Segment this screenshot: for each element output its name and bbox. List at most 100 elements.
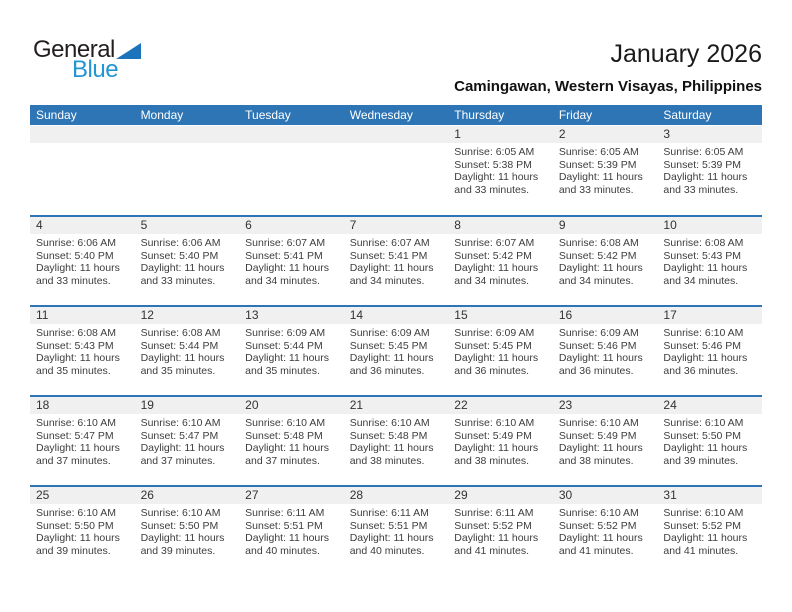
detail-line: Daylight: 11 hours	[558, 352, 643, 365]
day-number: 25	[36, 488, 50, 502]
detail-line: Sunrise: 6:09 AM	[454, 327, 535, 339]
day-cell: Sunrise: 6:10 AM Sunset: 5:49 PM Daylight:…	[553, 417, 658, 468]
day-cell: Sunrise: 6:09 AM Sunset: 5:46 PM Daylight:…	[553, 327, 658, 378]
detail-line: Sunset: 5:43 PM	[36, 339, 114, 352]
detail-line: Sunrise: 6:07 AM	[245, 237, 326, 249]
day-details-row: Sunrise: 6:06 AM Sunset: 5:40 PM Daylight:…	[30, 234, 762, 288]
detail-line: Daylight: 11 hours	[663, 442, 748, 455]
detail-line: Daylight: 11 hours	[454, 352, 539, 365]
detail-line: Daylight: 11 hours	[245, 262, 329, 275]
detail-line: Sunset: 5:39 PM	[663, 158, 742, 171]
day-number: 1	[454, 127, 461, 141]
day-number: 5	[140, 218, 148, 232]
day-cell: Sunrise: 6:05 AM Sunset: 5:39 PM Daylight:…	[657, 146, 762, 197]
weekday-header: Saturday	[663, 108, 712, 122]
detail-line: Daylight: 11 hours	[454, 171, 539, 184]
detail-line: Sunset: 5:49 PM	[454, 429, 532, 442]
detail-line: Sunset: 5:39 PM	[558, 158, 637, 171]
detail-line: and 36 minutes.	[454, 365, 529, 378]
detail-line: and 39 minutes.	[663, 455, 739, 468]
day-details-row: Sunrise: 6:05 AM Sunset: 5:38 PM Daylight:…	[30, 143, 762, 197]
detail-line: and 34 minutes.	[349, 275, 425, 288]
detail-line: Daylight: 11 hours	[454, 532, 539, 545]
page-subtitle: Camingawan, Western Visayas, Philippines	[454, 78, 762, 95]
day-cell: Sunrise: 6:08 AM Sunset: 5:43 PM Daylight:…	[30, 327, 135, 378]
day-number: 12	[140, 308, 154, 322]
detail-line: Sunrise: 6:10 AM	[663, 417, 744, 429]
detail-line: Sunrise: 6:10 AM	[140, 417, 221, 429]
detail-line: Sunset: 5:45 PM	[349, 339, 428, 352]
day-cell: Sunrise: 6:08 AM Sunset: 5:43 PM Daylight:…	[657, 237, 762, 288]
detail-line: Sunrise: 6:08 AM	[140, 327, 221, 339]
detail-line: Sunset: 5:40 PM	[36, 249, 114, 262]
detail-line: and 34 minutes.	[663, 275, 739, 288]
day-details-row: Sunrise: 6:10 AM Sunset: 5:50 PM Daylight:…	[30, 504, 762, 558]
detail-line: and 38 minutes.	[454, 455, 529, 468]
detail-line: Sunset: 5:41 PM	[349, 249, 428, 262]
general-blue-logo: General Blue	[33, 38, 141, 82]
detail-line: and 41 minutes.	[454, 545, 529, 558]
detail-line: Sunset: 5:46 PM	[558, 339, 637, 352]
detail-line: and 36 minutes.	[349, 365, 425, 378]
day-cell: Sunrise: 6:10 AM Sunset: 5:49 PM Daylight:…	[448, 417, 553, 468]
detail-line: Daylight: 11 hours	[663, 262, 748, 275]
day-number: 20	[245, 398, 259, 412]
detail-line: Sunrise: 6:10 AM	[454, 417, 535, 429]
week-row: 11 12 13 14 15 16 17 Sunrise: 6:08 AM Sunset: 5:…	[30, 305, 762, 395]
detail-line: and 37 minutes.	[245, 455, 320, 468]
day-cell: Sunrise: 6:09 AM Sunset: 5:45 PM Daylight:…	[448, 327, 553, 378]
detail-line: Sunset: 5:38 PM	[454, 158, 532, 171]
detail-line: Daylight: 11 hours	[245, 352, 329, 365]
day-cell: Sunrise: 6:08 AM Sunset: 5:42 PM Daylight:…	[553, 237, 658, 288]
detail-line: Sunrise: 6:11 AM	[349, 507, 429, 519]
detail-line: Sunrise: 6:11 AM	[454, 507, 534, 519]
detail-line: and 39 minutes.	[140, 545, 216, 558]
detail-line: Daylight: 11 hours	[140, 442, 225, 455]
calendar-grid: Sunday Monday Tuesday Wednesday Thursday Frid…	[30, 105, 762, 575]
detail-line: Sunrise: 6:10 AM	[140, 507, 221, 519]
day-cell: Sunrise: 6:10 AM Sunset: 5:50 PM Daylight:…	[135, 507, 240, 558]
detail-line: Daylight: 11 hours	[663, 532, 748, 545]
detail-line: Daylight: 11 hours	[558, 262, 643, 275]
detail-line: Daylight: 11 hours	[558, 171, 643, 184]
detail-line: Sunset: 5:44 PM	[245, 339, 323, 352]
detail-line: and 39 minutes.	[36, 545, 111, 558]
detail-line: and 37 minutes.	[140, 455, 216, 468]
day-cell: Sunrise: 6:06 AM Sunset: 5:40 PM Daylight:…	[30, 237, 135, 288]
detail-line: Sunrise: 6:10 AM	[36, 417, 116, 429]
detail-line: and 34 minutes.	[245, 275, 320, 288]
detail-line: and 38 minutes.	[558, 455, 634, 468]
detail-line: Sunrise: 6:10 AM	[558, 507, 639, 519]
weekday-header: Friday	[558, 108, 593, 122]
detail-line: Daylight: 11 hours	[140, 532, 225, 545]
day-number: 23	[558, 398, 573, 412]
day-number: 17	[663, 308, 677, 322]
detail-line: Sunrise: 6:05 AM	[663, 146, 744, 158]
detail-line: Sunset: 5:48 PM	[245, 429, 323, 442]
week-row: 4 5 6 7 8 9 10 Sunrise: 6:06 AM Sunset: 5:40 PM D…	[30, 215, 762, 305]
day-number	[30, 126, 135, 143]
day-number: 29	[454, 488, 468, 502]
detail-line: and 35 minutes.	[140, 365, 216, 378]
detail-line: and 35 minutes.	[245, 365, 320, 378]
day-cell: Sunrise: 6:05 AM Sunset: 5:39 PM Daylight:…	[553, 146, 658, 197]
weekday-header: Thursday	[454, 108, 505, 122]
day-number-band: 18 19 20 21 22 23 24	[30, 397, 762, 414]
calendar-weeks: 1 2 3 Sunrise: 6:05 AM Sunset: 5:38 PM Daylig…	[30, 125, 762, 575]
detail-line: and 36 minutes.	[558, 365, 634, 378]
day-cell: Sunrise: 6:09 AM Sunset: 5:45 PM Daylight:…	[344, 327, 449, 378]
day-cell: Sunrise: 6:10 AM Sunset: 5:48 PM Daylight:…	[344, 417, 449, 468]
detail-line: and 41 minutes.	[558, 545, 634, 558]
day-number: 9	[558, 218, 566, 232]
detail-line: Daylight: 11 hours	[36, 262, 120, 275]
day-number-band: 11 12 13 14 15 16 17	[30, 307, 762, 324]
detail-line: Sunrise: 6:07 AM	[454, 237, 535, 249]
page-title: January 2026	[610, 40, 762, 68]
detail-line: Sunrise: 6:05 AM	[454, 146, 535, 158]
detail-line: Daylight: 11 hours	[558, 442, 643, 455]
detail-line: Sunrise: 6:06 AM	[140, 237, 221, 249]
day-number: 8	[454, 218, 461, 232]
day-number: 30	[558, 488, 573, 502]
day-number: 26	[140, 488, 154, 502]
day-number: 21	[349, 398, 364, 412]
